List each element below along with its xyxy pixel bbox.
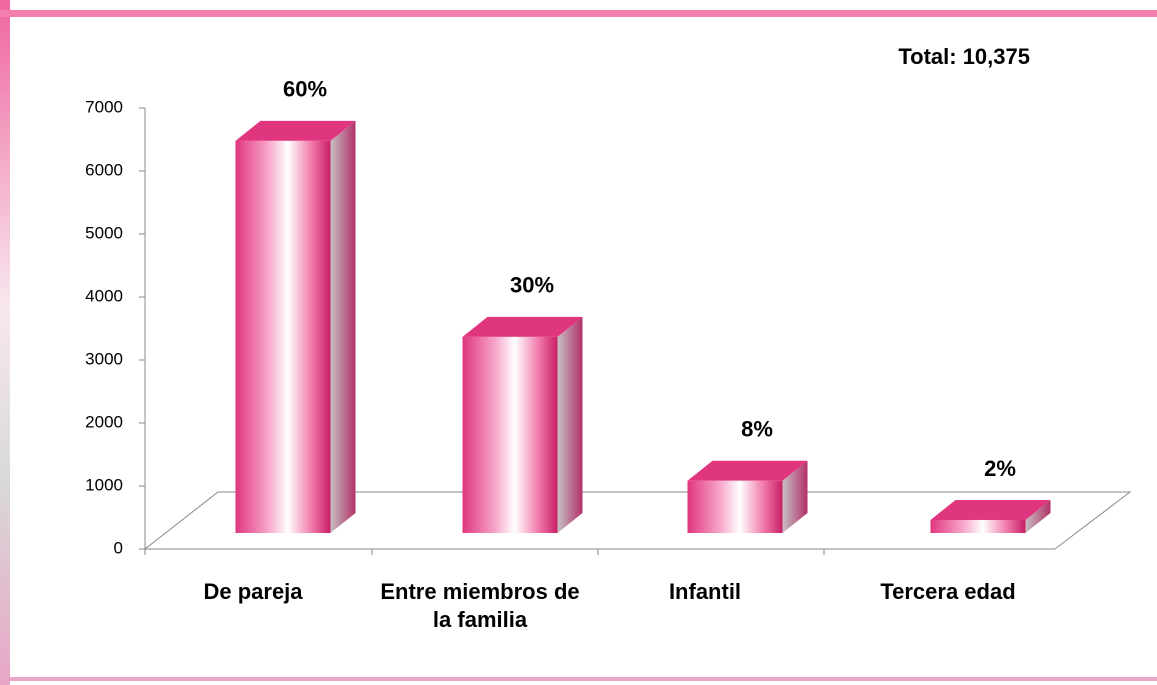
bar-front — [930, 519, 1026, 533]
bar-front — [235, 140, 331, 533]
frame-top — [0, 10, 1157, 17]
y-tick-label: 2000 — [85, 412, 123, 431]
bar — [687, 460, 808, 533]
x-tick-label: Entre miembros de la familia — [380, 579, 580, 632]
frame-edge — [0, 0, 10, 685]
bar-front — [687, 480, 783, 533]
annotation: Total: 10,375 — [898, 44, 1030, 69]
bar — [930, 499, 1051, 533]
y-tick-label: 5000 — [85, 223, 123, 242]
y-tick-label: 0 — [114, 538, 123, 557]
bar-side — [1025, 499, 1051, 533]
bar-front — [462, 336, 558, 533]
value-label: 30% — [510, 273, 554, 298]
bar — [462, 316, 583, 533]
bar-top — [687, 460, 808, 481]
bar-top — [235, 120, 356, 141]
bar-side — [557, 316, 583, 533]
y-tick-label: 7000 — [85, 97, 123, 116]
value-label: 60% — [283, 77, 327, 102]
bar-top — [930, 499, 1051, 520]
bar-side — [330, 120, 356, 533]
value-label: 8% — [741, 417, 773, 442]
floor — [144, 491, 1132, 550]
y-tick-label: 3000 — [85, 349, 123, 368]
x-tick-label: De pareja — [203, 579, 303, 604]
bar-top — [462, 316, 583, 337]
x-tick-label: Tercera edad — [880, 579, 1016, 604]
value-label: 2% — [984, 456, 1016, 481]
bar — [235, 120, 356, 533]
y-tick-label: 6000 — [85, 160, 123, 179]
frame-bottom — [10, 677, 1157, 681]
y-tick-label: 4000 — [85, 286, 123, 305]
x-tick-label: Infantil — [668, 579, 742, 604]
bar-side — [782, 460, 808, 533]
y-tick-label: 1000 — [85, 475, 123, 494]
